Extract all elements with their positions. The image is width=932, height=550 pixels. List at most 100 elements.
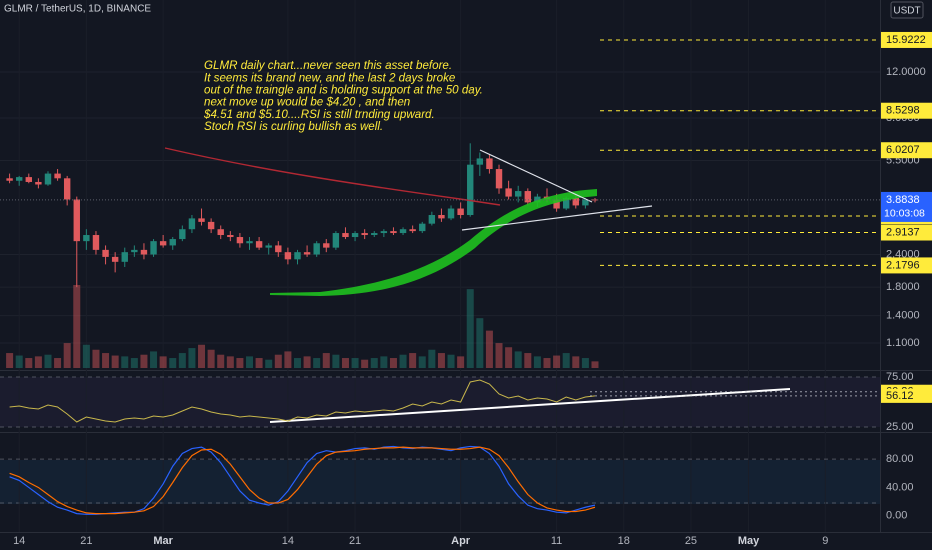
- volume-bar: [102, 353, 110, 368]
- volume-bar: [457, 356, 465, 368]
- x-tick-label: 21: [80, 535, 92, 547]
- volume-bar: [380, 356, 388, 368]
- candle-body: [73, 199, 80, 242]
- currency-box[interactable]: [890, 1, 924, 19]
- volume-bar: [476, 318, 484, 368]
- rsi-level-box: [881, 388, 932, 403]
- candle-body: [102, 249, 109, 257]
- candle-body: [303, 252, 311, 255]
- annotation-line: out of the traingle and is holding suppo…: [204, 83, 483, 96]
- candle-body: [572, 198, 579, 206]
- candle-body: [121, 252, 128, 262]
- candle-body: [313, 243, 320, 255]
- volume-bar: [73, 284, 81, 368]
- volume-bar: [351, 358, 359, 368]
- volume-bar: [447, 354, 455, 368]
- x-tick-label: 21: [349, 535, 361, 547]
- rsi-tick-label: 25.00: [886, 421, 914, 433]
- price-level-label: 8.5298: [886, 105, 920, 117]
- stoch-tick-label: 40.00: [886, 481, 914, 493]
- volume-bar: [130, 358, 138, 368]
- volume-bar: [111, 355, 119, 368]
- volume-bar: [389, 358, 397, 368]
- candle-body: [467, 164, 474, 216]
- volume-bar: [437, 353, 445, 368]
- candle-body: [150, 241, 157, 255]
- price-level-label: 2.9137: [886, 226, 920, 238]
- volume-bar: [409, 353, 417, 368]
- candle-body: [361, 233, 368, 236]
- candle-body: [198, 218, 205, 222]
- volume-bar: [303, 356, 311, 368]
- x-tick-label: 14: [13, 535, 25, 547]
- candle-body: [227, 235, 234, 238]
- volume-bar: [226, 356, 234, 368]
- rsi-tick-label: 75.00: [886, 371, 914, 383]
- candle-body: [6, 178, 13, 181]
- candle-body: [390, 231, 397, 234]
- annotation-line: Stoch RSI is curling bullish as well.: [204, 120, 383, 133]
- volume-bar: [428, 349, 436, 368]
- y-tick-label: 1.1000: [886, 337, 920, 349]
- candle-body: [419, 223, 426, 232]
- y-tick-label: 1.8000: [886, 281, 920, 293]
- marks: [0, 71, 880, 368]
- volume-bar: [188, 348, 196, 368]
- volume-bar: [92, 349, 100, 368]
- currency: USDT: [893, 6, 920, 17]
- volume-bar: [236, 358, 244, 368]
- volume-bar: [322, 353, 330, 368]
- volume-bar: [198, 344, 206, 368]
- price-level-label: 2.1796: [886, 259, 920, 271]
- candle-body: [131, 249, 138, 253]
- volume-bar: [562, 353, 570, 368]
- candle-body: [562, 198, 570, 209]
- volume-bar: [15, 355, 23, 368]
- volume-bar: [332, 354, 340, 368]
- volume-bar: [150, 351, 158, 368]
- candle-body: [217, 229, 224, 236]
- x-tick-label: May: [738, 535, 760, 547]
- candle-body: [505, 188, 512, 197]
- volume-bar: [6, 353, 14, 368]
- candle-body: [44, 173, 52, 185]
- candle-body: [553, 199, 560, 209]
- volume-bar: [246, 356, 254, 368]
- candle-body: [495, 169, 503, 189]
- volume-bar: [178, 353, 186, 368]
- candle-body: [188, 218, 196, 230]
- volume-bar: [207, 349, 215, 368]
- volume-bar: [82, 344, 90, 368]
- volume-bar: [466, 289, 474, 368]
- candle-body: [447, 208, 455, 219]
- price-level-box: [881, 102, 932, 119]
- annotation-line: It seems its brand new, and the last 2 d…: [204, 71, 456, 84]
- candle-body: [284, 252, 292, 260]
- y-tick-label: 1.4000: [886, 310, 920, 322]
- x-tick-label: 14: [282, 535, 294, 547]
- x-tick-label: 25: [685, 535, 697, 547]
- candle-body: [140, 249, 148, 255]
- price-level-label: 15.9222: [886, 34, 926, 46]
- price-level-label: 6.0207: [886, 144, 920, 156]
- volume-bar: [169, 358, 177, 368]
- volume-bar: [341, 358, 349, 368]
- candle-body: [582, 199, 589, 206]
- volume-bar: [591, 361, 599, 368]
- candle-body: [111, 256, 119, 262]
- volume-bar: [265, 359, 273, 368]
- x-tick-label: 9: [822, 535, 828, 547]
- last-price-box: [881, 191, 932, 222]
- volume-bar: [25, 358, 33, 368]
- candle-body: [342, 233, 349, 238]
- candle-body: [380, 231, 388, 234]
- ema-band: [270, 189, 597, 296]
- volume-bar: [514, 351, 522, 368]
- candle-body: [371, 233, 378, 236]
- volume-bar: [533, 356, 541, 368]
- candle-body: [409, 229, 416, 232]
- candle-body: [294, 252, 301, 260]
- annotation-line: GLMR daily chart...never seen this asset…: [204, 59, 452, 72]
- volume-bar: [217, 354, 225, 368]
